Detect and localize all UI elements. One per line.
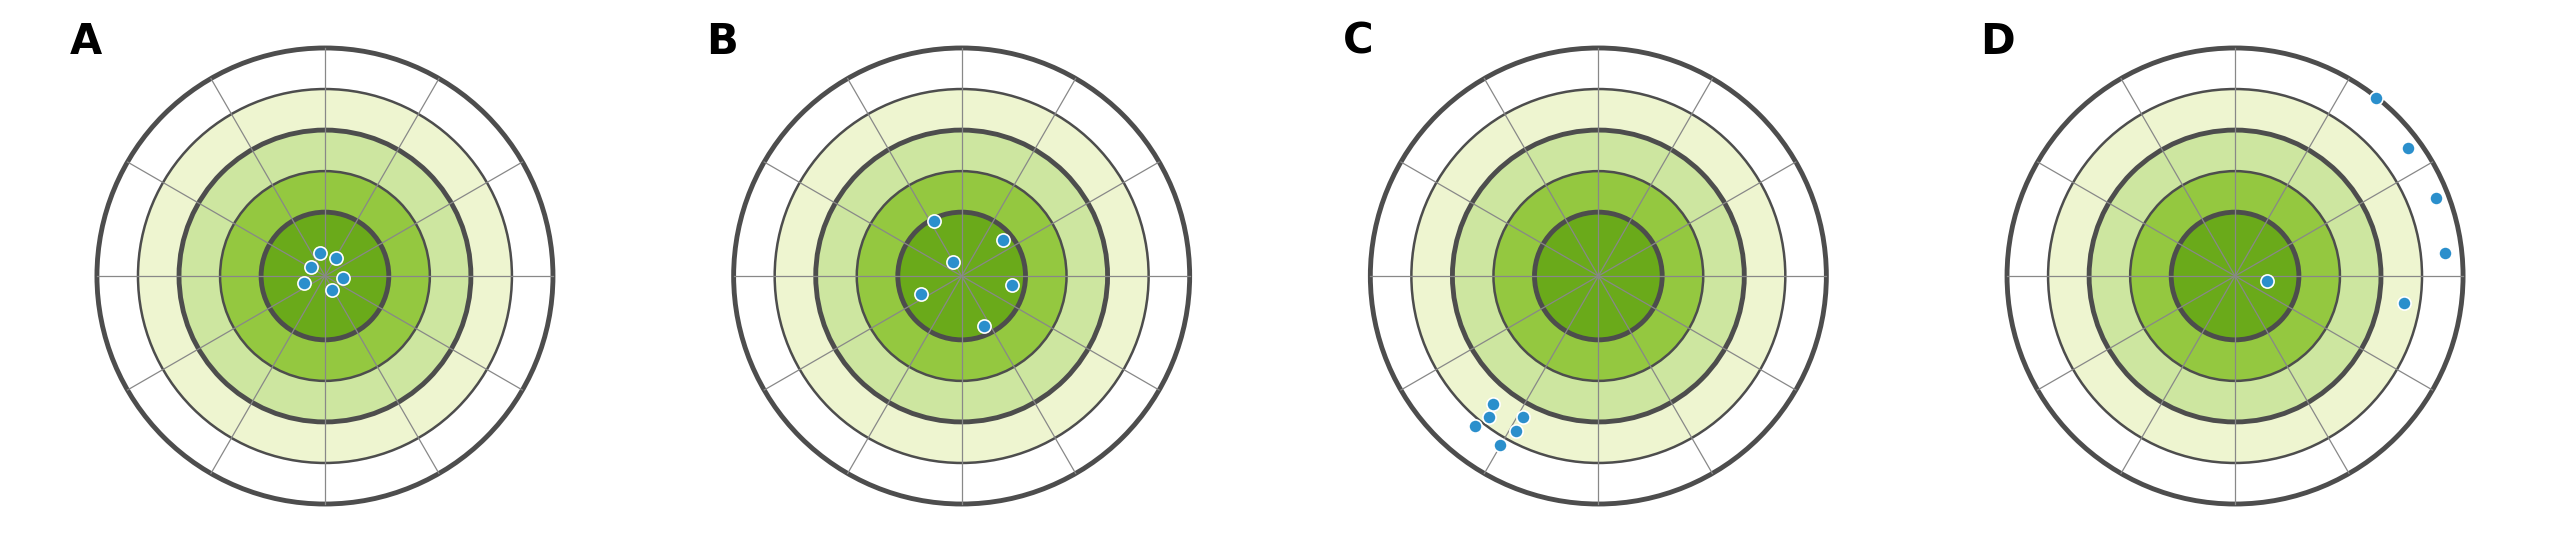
Circle shape bbox=[2171, 212, 2299, 340]
Point bbox=[1495, 427, 1536, 436]
Point bbox=[292, 262, 333, 271]
Point bbox=[983, 235, 1024, 244]
Circle shape bbox=[179, 130, 471, 422]
Circle shape bbox=[899, 212, 1027, 340]
Point bbox=[2388, 144, 2429, 153]
Point bbox=[1503, 413, 1544, 422]
Circle shape bbox=[858, 171, 1068, 381]
Point bbox=[965, 322, 1006, 331]
Text: A: A bbox=[69, 20, 102, 62]
Circle shape bbox=[220, 171, 430, 381]
Circle shape bbox=[138, 89, 512, 463]
Point bbox=[323, 274, 364, 283]
Point bbox=[1472, 399, 1513, 408]
Circle shape bbox=[1370, 48, 1825, 504]
Point bbox=[2355, 94, 2396, 103]
Circle shape bbox=[2007, 48, 2463, 504]
Circle shape bbox=[1492, 171, 1702, 381]
Circle shape bbox=[1452, 130, 1743, 422]
Circle shape bbox=[2048, 89, 2422, 463]
Text: D: D bbox=[1979, 20, 2015, 62]
Point bbox=[1480, 440, 1521, 449]
Point bbox=[284, 278, 325, 287]
Point bbox=[1469, 413, 1510, 422]
Circle shape bbox=[776, 89, 1149, 463]
Point bbox=[300, 249, 340, 258]
Point bbox=[914, 217, 955, 226]
Circle shape bbox=[97, 48, 553, 504]
Point bbox=[2383, 299, 2424, 308]
Circle shape bbox=[261, 212, 389, 340]
Point bbox=[991, 281, 1032, 290]
Text: B: B bbox=[707, 20, 737, 62]
Point bbox=[2424, 249, 2465, 258]
Circle shape bbox=[1411, 89, 1784, 463]
Circle shape bbox=[2130, 171, 2340, 381]
Circle shape bbox=[817, 130, 1108, 422]
Point bbox=[312, 285, 353, 294]
Circle shape bbox=[2089, 130, 2381, 422]
Circle shape bbox=[1533, 212, 1661, 340]
Point bbox=[932, 258, 973, 267]
Point bbox=[1454, 422, 1495, 431]
Point bbox=[315, 253, 356, 262]
Point bbox=[2414, 194, 2455, 203]
Point bbox=[2248, 276, 2289, 285]
Text: C: C bbox=[1344, 20, 1375, 62]
Circle shape bbox=[735, 48, 1190, 504]
Point bbox=[901, 290, 942, 299]
